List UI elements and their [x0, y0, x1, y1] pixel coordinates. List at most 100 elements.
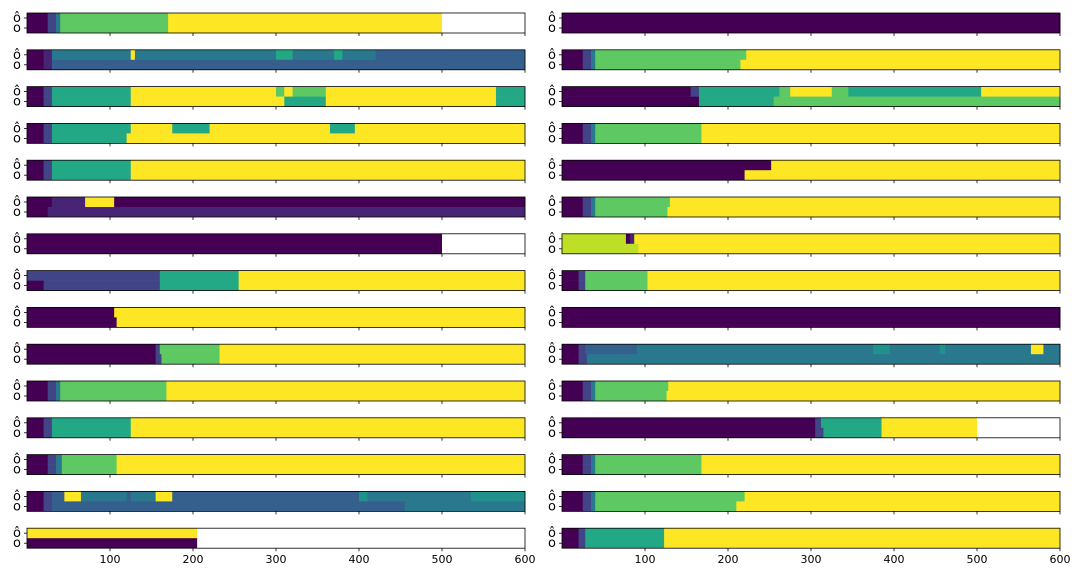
- pred-segment: [701, 454, 1061, 465]
- pred-segment: [126, 491, 132, 502]
- pred-segment: [130, 491, 157, 502]
- true-segment: [47, 464, 57, 475]
- pred-segment: [130, 417, 526, 429]
- pred-segment: [51, 86, 132, 97]
- pred-segment: [27, 344, 157, 355]
- pred-segment: [471, 491, 526, 502]
- pred-segment: [771, 160, 1061, 171]
- true-segment: [591, 133, 596, 144]
- row-label-pred: ô: [13, 232, 21, 247]
- row-label-pred: ô: [548, 85, 556, 100]
- row-label-true: o: [548, 315, 556, 330]
- row-label-pred: ô: [548, 342, 556, 357]
- row-label-true: o: [548, 352, 556, 367]
- pred-segment: [64, 491, 82, 502]
- pred-segment: [636, 344, 874, 355]
- row-label-true: o: [548, 168, 556, 183]
- row-label-pred: ô: [548, 305, 556, 320]
- true-segment: [130, 170, 526, 181]
- pred-segment: [60, 381, 167, 392]
- subplot: ôo: [13, 11, 526, 36]
- true-segment: [667, 207, 1061, 217]
- true-segment: [744, 170, 1061, 181]
- pred-segment: [873, 344, 891, 355]
- row-label-pred: ô: [548, 379, 556, 394]
- pred-segment: [669, 197, 1061, 208]
- true-segment: [701, 133, 1061, 144]
- pred-segment: [27, 160, 44, 171]
- true-segment: [578, 354, 588, 365]
- true-segment: [27, 59, 44, 70]
- true-segment: [27, 317, 118, 328]
- row-label-pred: ô: [13, 158, 21, 173]
- pred-segment: [1043, 344, 1061, 355]
- pred-segment: [134, 49, 277, 61]
- true-segment: [27, 133, 44, 144]
- true-segment: [116, 464, 526, 475]
- true-segment: [27, 243, 443, 254]
- pred-segment: [47, 13, 57, 24]
- pred-segment: [292, 49, 335, 61]
- row-label-true: o: [13, 242, 21, 257]
- row-label-pred: ô: [548, 453, 556, 468]
- true-segment: [168, 23, 443, 33]
- true-segment: [595, 391, 667, 401]
- true-segment: [27, 354, 157, 365]
- true-segment: [27, 538, 198, 549]
- subplot: ôo: [548, 48, 1061, 73]
- pred-segment: [166, 381, 526, 392]
- row-label-true: o: [548, 21, 556, 36]
- true-segment: [166, 391, 526, 401]
- x-tick-label: 300: [266, 553, 287, 566]
- true-segment: [51, 133, 127, 144]
- pred-segment: [1030, 344, 1044, 355]
- subplot: ôo: [13, 489, 526, 515]
- true-segment: [578, 538, 586, 549]
- pred-segment: [114, 197, 526, 208]
- subplot: ôo: [548, 379, 1061, 404]
- pred-segment: [80, 491, 127, 502]
- pred-segment: [43, 49, 53, 61]
- pred-segment: [51, 123, 132, 134]
- row-label-true: o: [13, 389, 21, 404]
- pred-segment: [43, 86, 53, 97]
- row-label-pred: ô: [13, 85, 21, 100]
- row-label-true: o: [13, 426, 21, 441]
- true-segment: [60, 23, 169, 33]
- pred-segment: [881, 417, 978, 429]
- x-tick-label: 200: [718, 553, 739, 566]
- pred-segment: [329, 123, 356, 134]
- true-segment: [582, 207, 592, 217]
- row-label-true: o: [548, 463, 556, 478]
- true-segment: [582, 501, 592, 512]
- x-tick-label: 400: [349, 553, 370, 566]
- pred-segment: [595, 123, 702, 134]
- row-label-true: o: [13, 463, 21, 478]
- pred-segment: [578, 270, 586, 281]
- subplot: ôo: [13, 305, 526, 331]
- pred-segment: [578, 528, 586, 539]
- pred-segment: [168, 13, 443, 24]
- pred-segment: [219, 344, 526, 355]
- true-segment: [43, 133, 53, 144]
- true-segment: [51, 96, 132, 107]
- row-label-true: o: [13, 95, 21, 110]
- pred-segment: [848, 86, 982, 97]
- true-segment: [562, 170, 745, 181]
- true-segment: [664, 538, 1061, 549]
- subplot: ôo: [13, 416, 526, 441]
- subplot: ôo: [13, 48, 526, 73]
- pred-segment: [43, 491, 53, 502]
- true-segment: [27, 427, 44, 438]
- pred-segment: [562, 454, 584, 465]
- pred-segment: [945, 344, 1032, 355]
- true-segment: [47, 207, 526, 217]
- pred-segment: [27, 270, 161, 281]
- pred-segment: [889, 344, 941, 355]
- pred-segment: [562, 381, 584, 392]
- row-label-true: o: [548, 499, 556, 514]
- true-segment: [116, 317, 526, 328]
- subplot: ôo 100 200 300 400 500 600: [548, 526, 1070, 566]
- true-segment: [27, 280, 44, 291]
